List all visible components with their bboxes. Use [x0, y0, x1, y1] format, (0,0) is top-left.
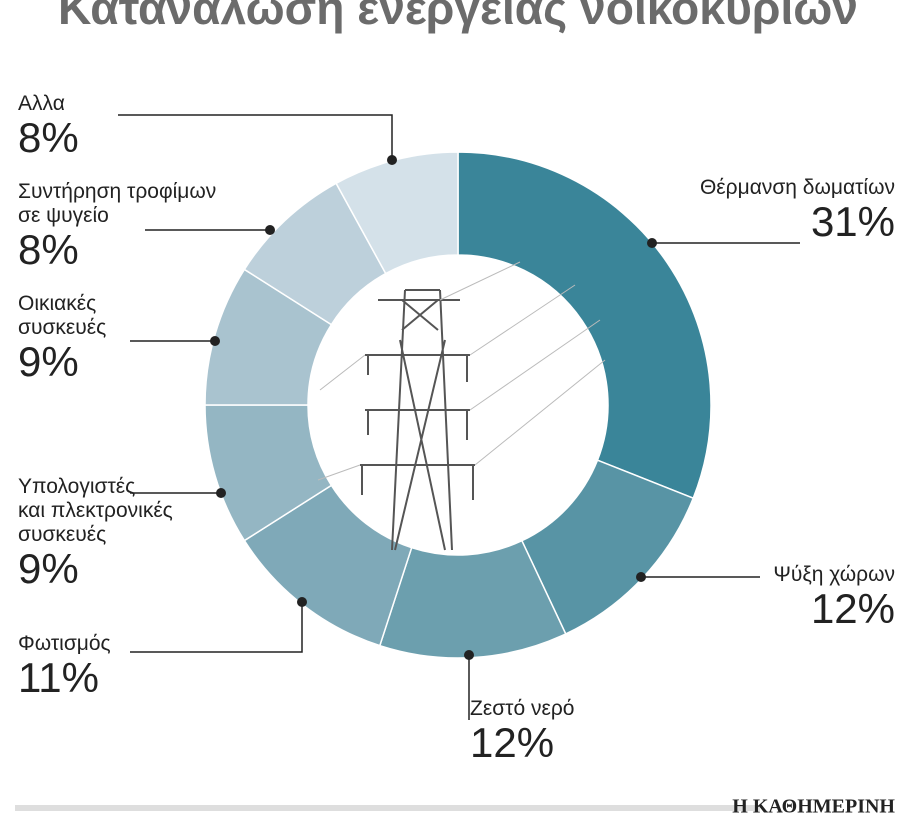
value-label: 11%	[18, 654, 99, 701]
slice-label: Συντήρηση τροφίμων σε ψυγείο 8%	[18, 180, 216, 272]
category-label: Ψύξη χώρων	[773, 563, 895, 586]
category-label: Φωτισμός	[18, 632, 111, 655]
category-label: Υπολογιστές και πλεκτρονικές συσκευές	[18, 475, 173, 546]
slice-label: Θέρμανση δωματίων 31%	[700, 176, 895, 244]
inner-circle	[308, 255, 608, 555]
leader-dots	[210, 155, 657, 660]
value-label: 9%	[18, 545, 79, 592]
leader-lines	[118, 114, 800, 720]
value-label: 9%	[18, 338, 79, 385]
slice-label: Αλλα 8%	[18, 92, 79, 160]
slice-label: Οικιακές συσκευές 9%	[18, 292, 106, 384]
slice-label: Φωτισμός 11%	[18, 632, 111, 700]
slice-label: Υπολογιστές και πλεκτρονικές συσκευές 9%	[18, 475, 173, 591]
category-label: Θέρμανση δωματίων	[699, 176, 895, 199]
category-label: Συντήρηση τροφίμων σε ψυγείο	[18, 180, 217, 227]
category-label: Οικιακές συσκευές	[18, 292, 107, 339]
category-label: Αλλα	[18, 92, 65, 115]
wires	[317, 261, 606, 481]
value-label: 12%	[810, 585, 895, 632]
value-label: 31%	[810, 198, 895, 245]
footer-bar	[15, 805, 760, 811]
category-label: Ζεστό νερό	[470, 697, 575, 720]
donut	[204, 151, 712, 659]
value-label: 12%	[470, 719, 555, 766]
value-label: 8%	[18, 226, 79, 273]
slice-label: Ζεστό νερό 12%	[470, 697, 574, 765]
pylon-illustration	[360, 289, 475, 551]
slice-label: Ψύξη χώρων 12%	[773, 563, 895, 631]
source: Η ΚΑΘΗΜΕΡΙΝΗ	[732, 796, 895, 818]
value-label: 8%	[18, 114, 79, 161]
chart-title: Κατανάλωση ενέργειας νοικοκυριών	[58, 0, 858, 34]
